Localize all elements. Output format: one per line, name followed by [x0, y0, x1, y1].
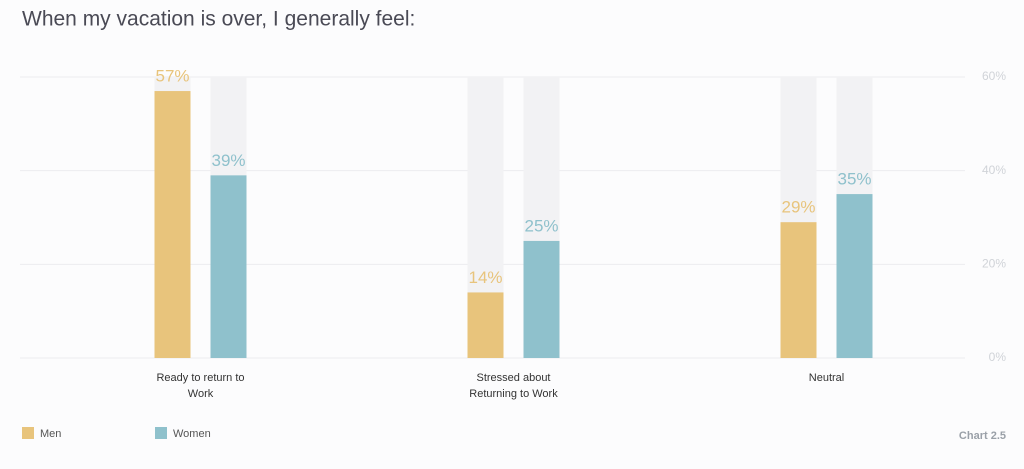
data-label: 14% — [468, 268, 502, 287]
data-label: 57% — [155, 67, 189, 86]
legend-swatch — [155, 427, 167, 439]
y-tick-label: 0% — [989, 350, 1007, 364]
legend-swatch — [22, 427, 34, 439]
bar — [154, 91, 191, 359]
y-tick-label: 20% — [982, 257, 1006, 271]
data-label: 25% — [524, 216, 558, 235]
chart-title: When my vacation is over, I generally fe… — [22, 8, 415, 31]
data-label: 39% — [211, 151, 245, 170]
bar — [780, 222, 817, 358]
x-tick-label: Ready to return to Work — [156, 372, 245, 400]
bar — [467, 292, 504, 358]
y-tick-label: 60% — [982, 69, 1006, 83]
bar — [210, 175, 247, 358]
data-label: 29% — [781, 198, 815, 217]
bar — [523, 240, 560, 358]
legend-label: Women — [173, 428, 211, 440]
x-tick-label: Neutral — [808, 372, 845, 384]
x-tick-label: Stressed about Returning to Work — [469, 372, 558, 400]
bar — [836, 194, 873, 358]
footnote: Chart 2.5 — [959, 430, 1006, 442]
legend-label: Men — [40, 428, 61, 440]
data-label: 35% — [837, 170, 871, 189]
y-tick-label: 40% — [982, 163, 1006, 177]
